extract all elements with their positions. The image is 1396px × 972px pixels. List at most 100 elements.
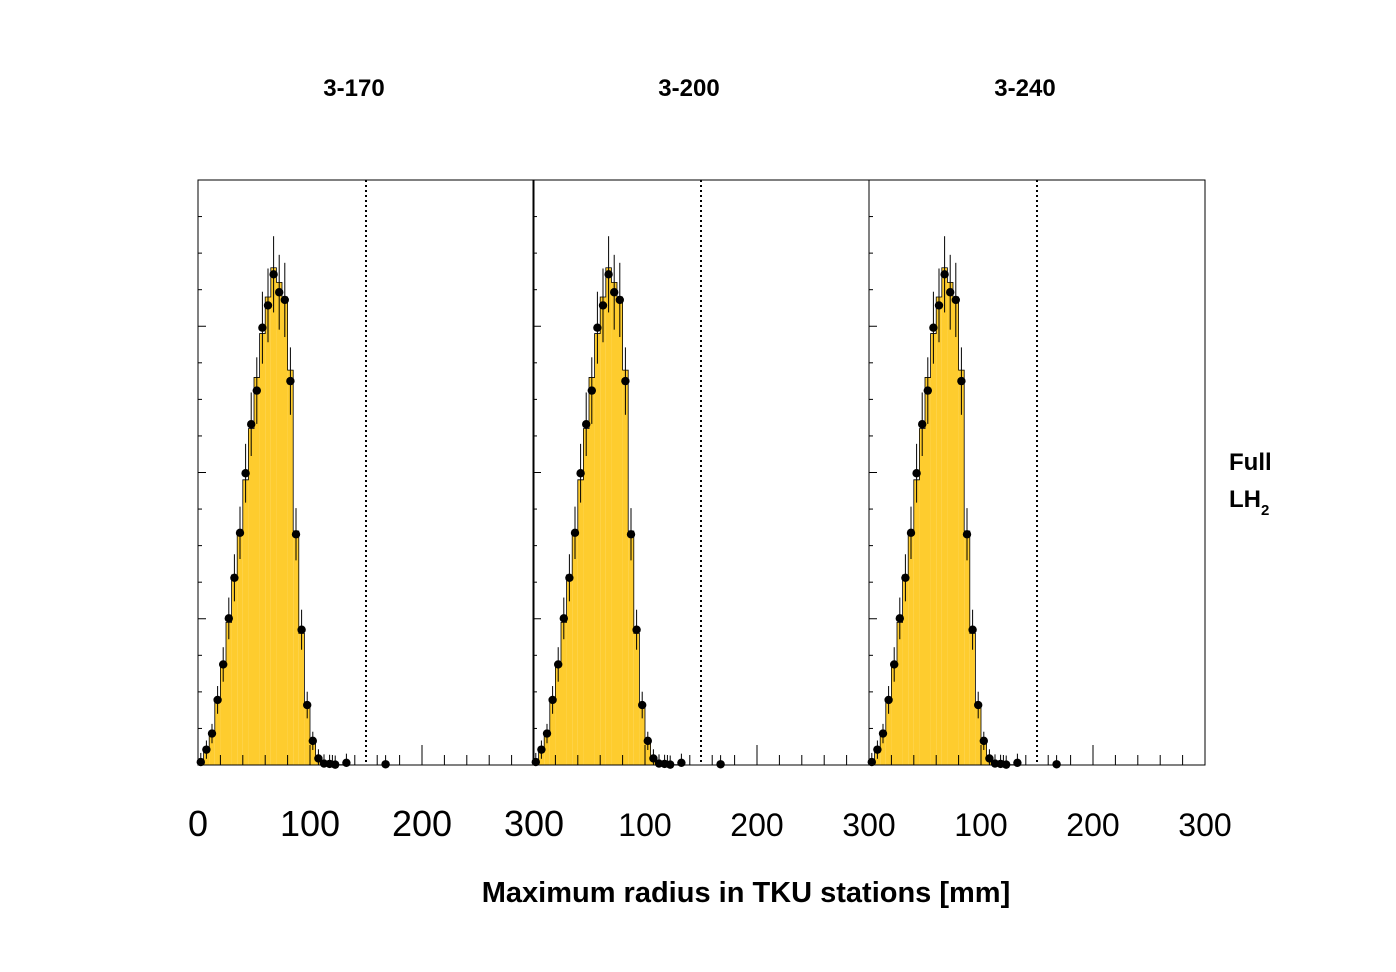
data-point	[649, 754, 658, 763]
data-point	[314, 754, 323, 763]
data-point	[531, 757, 540, 767]
mc-bar	[561, 622, 567, 765]
mc-bar	[310, 743, 316, 765]
x-tick-label: 300	[1178, 807, 1231, 843]
data-point	[196, 757, 205, 767]
x-tick-label: 200	[392, 803, 452, 844]
panel-1: 3-170 0 100 200 300	[188, 75, 564, 844]
mc-bar	[605, 267, 612, 765]
x-tick-label: 100	[618, 807, 671, 843]
data-point	[537, 745, 546, 754]
mc-bar	[276, 282, 282, 765]
mc-bar	[270, 267, 277, 765]
mc-bar	[958, 370, 965, 765]
data-point	[934, 301, 944, 310]
data-point	[912, 469, 921, 478]
data-point	[957, 376, 966, 386]
mc-bar	[282, 297, 288, 765]
mc-bar	[583, 428, 589, 765]
mc-bar	[577, 479, 584, 765]
data-point	[716, 760, 725, 769]
data-point	[342, 758, 351, 768]
mc-bar	[639, 706, 645, 765]
mc-bar	[947, 282, 953, 765]
data-point	[968, 625, 977, 634]
data-point	[303, 700, 312, 710]
data-point	[291, 530, 301, 539]
mc-bar	[908, 531, 914, 765]
data-point	[235, 528, 245, 538]
mc-bar	[964, 531, 970, 765]
mc-bar	[293, 531, 299, 765]
panel-title: 3-170	[323, 75, 384, 102]
data-point	[213, 695, 222, 705]
mc-bar	[936, 297, 942, 765]
mc-bar	[555, 662, 561, 765]
mc-bar	[304, 706, 310, 765]
mc-bar	[969, 633, 976, 765]
mc-bar	[220, 662, 226, 765]
mc-bar	[975, 706, 981, 765]
data-point	[946, 288, 955, 297]
mc-bar	[209, 732, 215, 765]
mc-bar	[880, 732, 886, 765]
data-point	[202, 745, 211, 754]
data-point	[258, 323, 267, 332]
mc-bar	[214, 699, 221, 765]
mc-bar	[248, 428, 254, 765]
mc-bar	[897, 622, 903, 765]
data-point	[867, 757, 876, 767]
annotation-subscript: 2	[1261, 502, 1269, 519]
mc-bar	[242, 479, 249, 765]
mc-bar	[265, 297, 271, 765]
data-point	[632, 625, 641, 634]
panels: 3-170 0 100 200 300 3-200 100 200 300 3-240 100 200…	[188, 75, 1232, 844]
annotation-line2: LH2	[1229, 486, 1269, 519]
data-point	[677, 758, 686, 768]
data-point	[979, 736, 988, 746]
mc-bar	[259, 333, 266, 765]
data-point	[615, 295, 624, 305]
data-point	[598, 301, 608, 310]
data-point	[638, 700, 647, 710]
panel-3: 3-240 100 200 300	[867, 75, 1232, 843]
mc-bar	[254, 377, 260, 765]
x-tick-label: 300	[842, 807, 895, 843]
mc-bar	[231, 574, 238, 765]
data-point	[929, 323, 938, 332]
x-tick-label: 300	[504, 803, 564, 844]
x-tick-label: 200	[730, 807, 783, 843]
data-point	[542, 729, 552, 738]
mc-bar	[953, 297, 959, 765]
mc-bar	[600, 297, 606, 765]
mc-bar	[891, 662, 897, 765]
mc-bar	[287, 370, 294, 765]
panel-2: 3-200 100 200 300	[531, 75, 896, 843]
mc-bar	[544, 732, 550, 765]
data-point	[224, 614, 233, 623]
data-point	[895, 614, 904, 623]
mc-bar	[645, 743, 651, 765]
mc-bar	[617, 297, 623, 765]
data-point	[297, 625, 306, 634]
data-point	[570, 528, 580, 538]
data-point	[554, 660, 563, 669]
data-point	[626, 530, 636, 539]
data-point	[548, 695, 557, 705]
mc-bar	[237, 531, 243, 765]
data-point	[604, 270, 613, 279]
annotation-lh: LH	[1229, 486, 1261, 513]
data-point	[962, 530, 972, 539]
data-point	[275, 288, 284, 297]
x-axis-label: Maximum radius in TKU stations [mm]	[482, 877, 1011, 909]
data-point	[940, 270, 949, 279]
data-point	[923, 386, 932, 395]
mc-bar	[919, 428, 925, 765]
data-point	[974, 700, 983, 710]
panel-title: 3-240	[994, 75, 1055, 102]
annotation-line1: Full	[1229, 449, 1272, 476]
mc-bar	[622, 370, 629, 765]
mc-bar	[566, 574, 573, 765]
mc-bar	[572, 531, 578, 765]
